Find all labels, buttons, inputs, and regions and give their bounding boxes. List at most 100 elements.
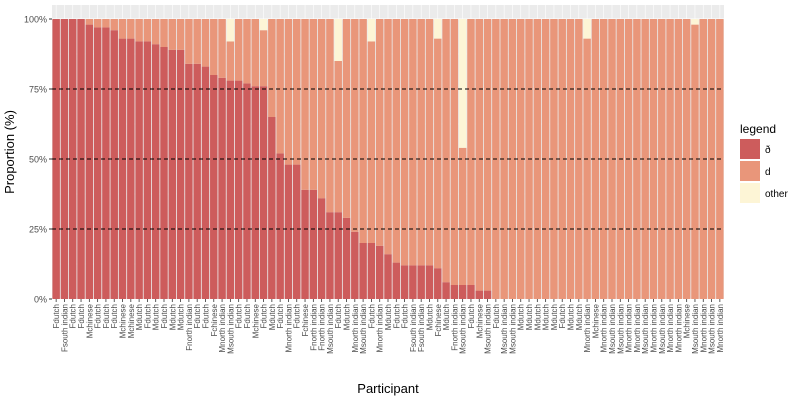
x-tick-label: Mnorth indian [600,304,609,352]
x-tick-label: Mdutch [533,304,542,330]
x-tick-label: Fdutch [367,304,376,328]
bar-segment [210,19,218,75]
bar-segment [351,19,359,232]
bar-segment [301,189,309,299]
bar-segment [234,80,243,299]
x-tick-label: Fdutch [260,304,269,328]
bar-segment [425,265,434,299]
bar-segment [193,63,201,299]
bar-segment [69,19,77,299]
x-tick-label: Mdutch [152,304,161,330]
bar-segment [417,265,425,299]
bar-segment [135,19,143,42]
bar-segment [127,38,135,299]
x-tick-label: Msouth indian [691,304,700,354]
bar-segment [392,262,401,299]
x-tick-label: Fsouth indian [417,304,426,352]
x-tick-label: Mchinese [475,303,484,338]
bar-segment [434,19,442,39]
legend-title: legend [740,122,776,136]
bar-segment [458,285,467,299]
x-tick-label: Mnorth indian [666,304,675,352]
bar-segment [176,49,185,299]
x-tick-label: Fnorth indian [185,304,194,351]
x-tick-label: Fdutch [293,304,302,328]
x-tick-label: Mnorth indian [583,304,592,352]
x-tick-label: Fdutch [558,304,567,328]
bar-segment [93,27,102,300]
x-tick-label: Mdutch [268,304,277,330]
y-tick-label: 100% [24,15,47,25]
x-axis: Fdutch Fsouth indian Fdutch Fdutch Mchinese F… [52,299,725,354]
bar-segment [218,77,226,299]
x-tick-label: Fdutch [77,304,86,328]
bar-segment [425,19,434,266]
bar-segment [483,19,492,291]
bar-segment [375,19,384,246]
x-tick-label: Fdutch [334,304,343,328]
bar-segment [176,19,185,50]
bar-segment [284,164,293,299]
bar-segment [434,268,442,299]
bar-segment [135,41,143,300]
x-tick-label: Fdutch [235,304,244,328]
bar-segment [442,282,450,299]
bar-segment [226,19,235,42]
bar-segment [243,83,251,300]
bar-segment [384,254,392,299]
bar-segment [309,189,318,299]
bar-segment [483,290,492,299]
x-tick-label: Fdutch [467,304,476,328]
bar-segment [458,19,467,148]
bar-segment [284,19,293,165]
y-tick-label: 50% [29,155,47,165]
bar-segment [691,19,699,25]
x-tick-label: Fchinese [301,303,310,336]
bar-segment [127,19,135,39]
x-tick-label: Fsouth indian [60,304,69,352]
x-tick-label: Fchinese [210,303,219,336]
bar-segment [409,265,417,299]
x-tick-label: Mdutch [550,304,559,330]
bar-segment [342,217,351,299]
bar-segment [409,19,417,266]
x-tick-label: Fchinese [434,303,443,336]
x-tick-label: Mdutch [525,304,534,330]
x-tick-label: Fdutch [102,304,111,328]
bar-segment [243,19,251,84]
bar-segment [417,19,425,266]
y-tick-label: 0% [34,295,47,305]
bar-segment [201,66,210,299]
bar-segment [375,245,384,299]
x-tick-label: Fdutch [160,304,169,328]
bar-segment [85,24,94,299]
x-tick-label: Mdutch [135,304,144,330]
bar-segment [185,19,193,64]
bar-segment [151,44,160,300]
bar-segment [118,38,127,299]
x-tick-label: Mnorth indian [376,304,385,352]
bar-segment [599,19,608,299]
x-tick-label: Fnorth indian [309,304,318,351]
x-tick-label: Fdutch [201,304,210,328]
bar-segment [185,63,193,299]
bar-segment [259,86,268,299]
x-tick-label: Msouth indian [484,304,493,354]
bar-segment [434,38,442,269]
x-tick-label: Msouth indian [616,304,625,354]
bar-segment [550,19,558,299]
bar-segment [359,243,367,299]
bar-segment [52,19,60,299]
x-tick-label: Mdutch [343,304,352,330]
bar-segment [583,19,591,39]
x-tick-label: Msouth indian [708,304,717,354]
bar-segment [102,27,110,300]
y-axis: 0% 25% 50% 75% 100% [24,15,52,305]
x-tick-label: Msouth indian [500,304,509,354]
bar-segment [342,19,351,218]
bar-segment [326,212,334,299]
x-tick-label: Mnorth indian [649,304,658,352]
bar-segment [293,19,301,165]
bar-segment [293,164,301,299]
bar-segment [508,19,517,299]
